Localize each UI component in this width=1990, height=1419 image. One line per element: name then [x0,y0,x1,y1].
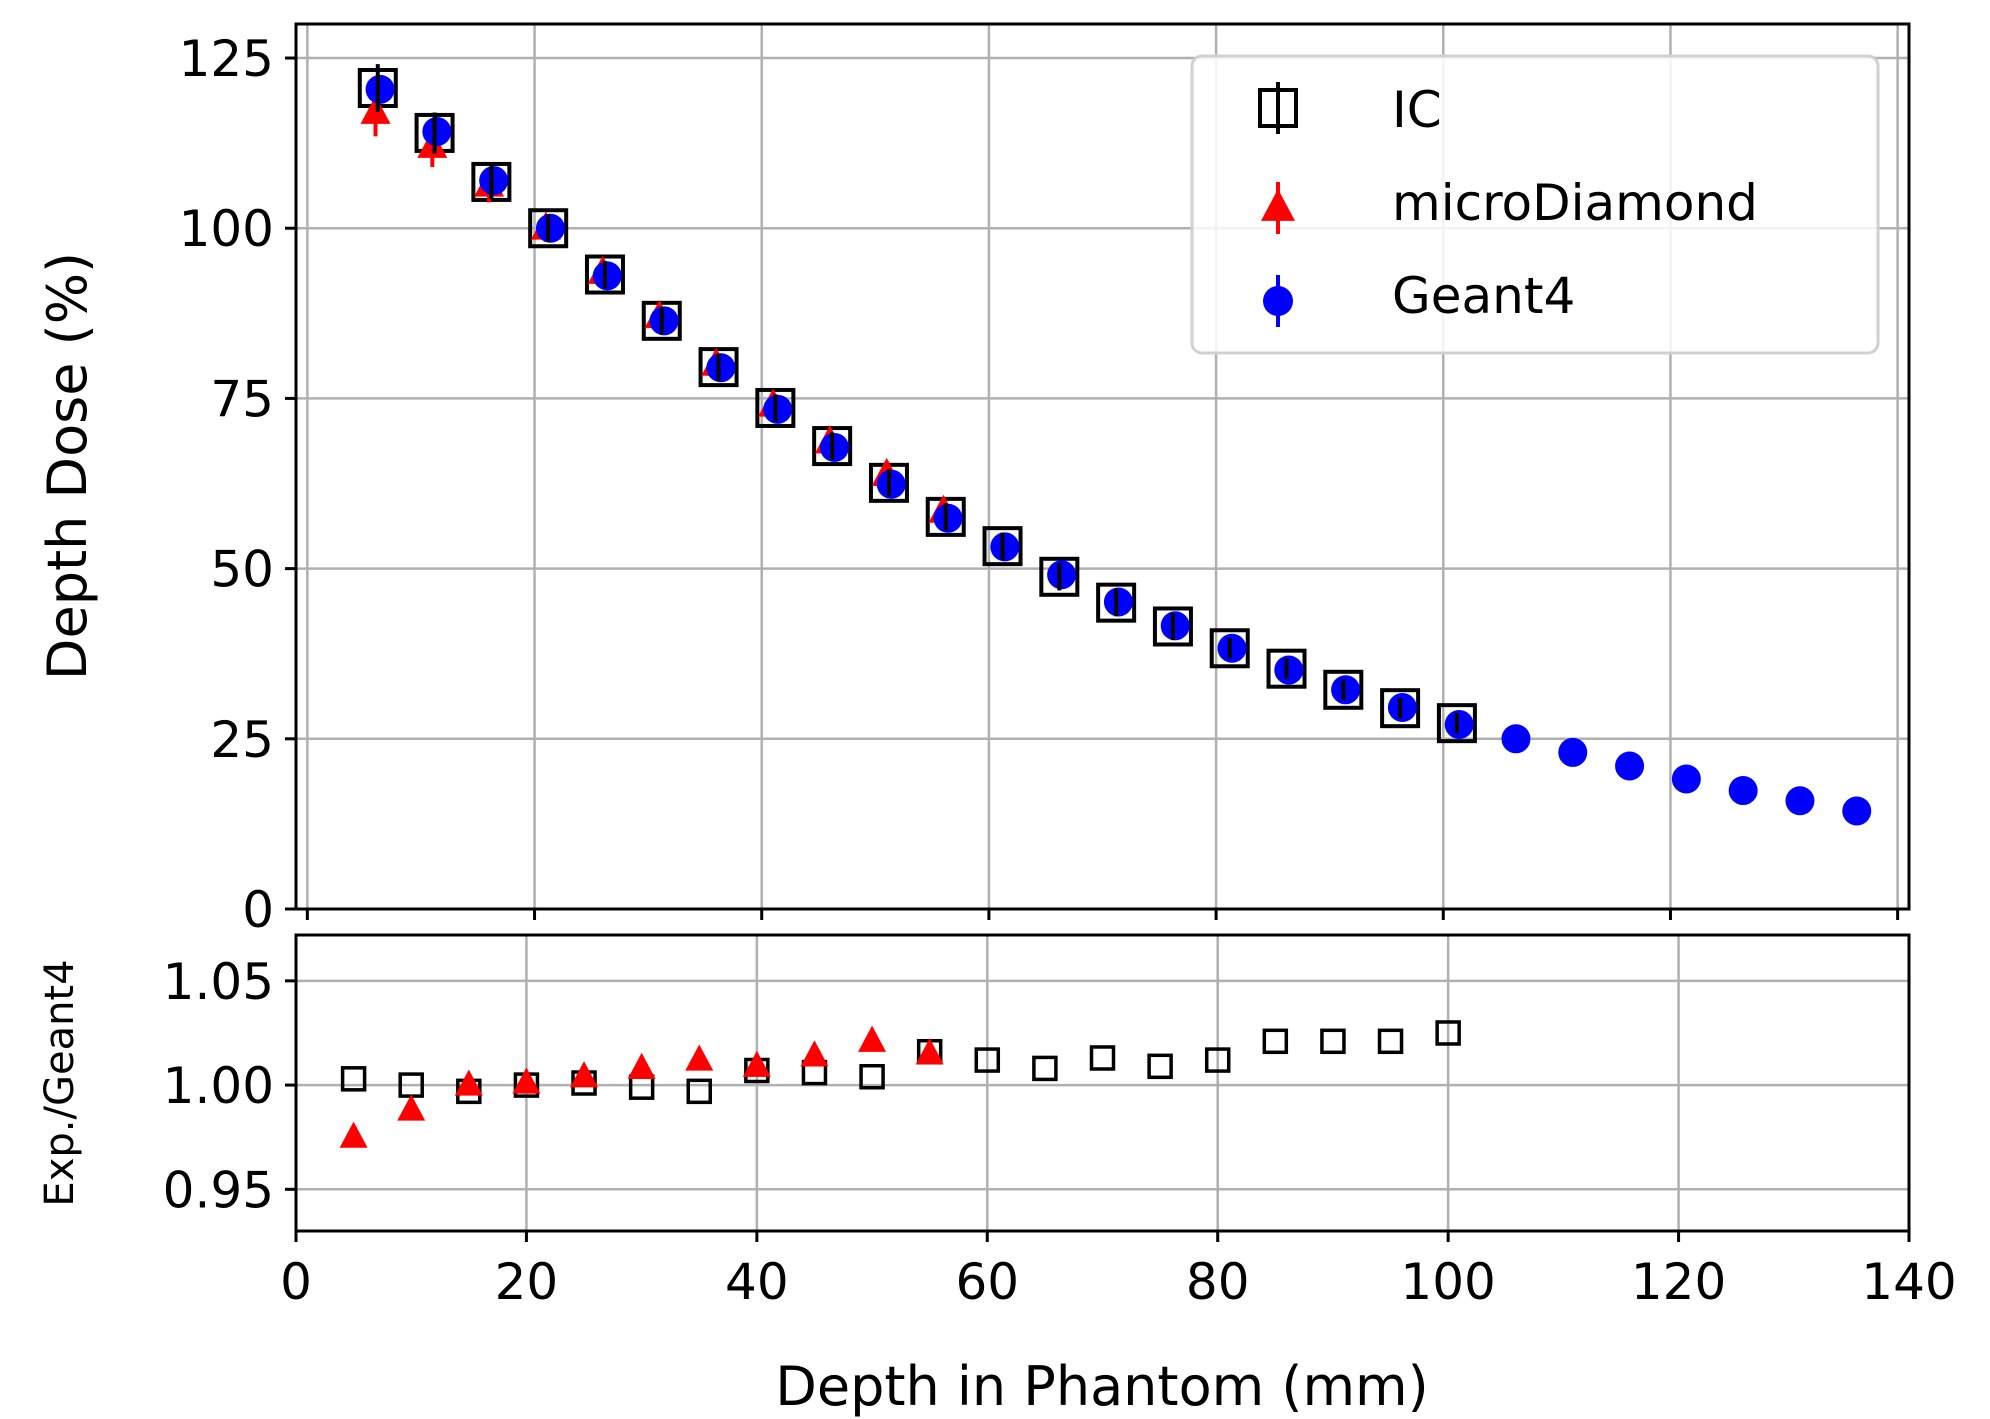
ratio-ic-point-95mm [1377,1028,1404,1055]
ratio-ic-point-90mm [1320,1028,1346,1055]
geant4-point-110mm [1558,737,1588,767]
ratio-microdiamond-point-25mm [570,1061,599,1088]
x-tick-label-80: 80 [1186,1253,1250,1311]
legend-label-ic: IC [1392,81,1442,139]
x-tick-label-0: 0 [280,1253,312,1311]
legend-label-geant4: Geant4 [1392,267,1575,325]
bottom-y-tick-label-0-95: 0.95 [163,1161,274,1219]
top-marks [357,64,1872,826]
top-ticks: 0 25 50 75 100 125 [179,30,1900,939]
legend: IC microDiamond Geant4 [1190,54,1880,355]
geant4-point-120mm [1671,764,1701,794]
top-plot-frame [294,22,1911,911]
top-y-tick-label-100: 100 [179,200,274,258]
top-panel: 0 25 50 75 100 125 Depth Dose (%) [36,22,1911,939]
x-tick-label-100: 100 [1400,1253,1495,1311]
ratio-ic-point-85mm [1262,1028,1289,1055]
x-tick-label-20: 20 [495,1253,559,1311]
ratio-microdiamond-point-5mm [339,1121,368,1148]
top-y-axis-title: Depth Dose (%) [36,252,99,680]
bottom-marks [339,1020,1461,1148]
legend-marker-geant4 [1263,275,1293,327]
ratio-ic-point-60mm [974,1047,1001,1073]
ratio-microdiamond-point-15mm [454,1069,483,1096]
ratio-microdiamond-point-35mm [685,1044,714,1071]
bottom-y-tick-label-1-00: 1.00 [163,1057,274,1115]
legend-marker-microdiamond [1261,182,1295,234]
ratio-ic-point-75mm [1147,1053,1173,1080]
ic-point-100mm [1436,703,1477,744]
ic-point-40mm [755,387,796,428]
ic-point-20mm [528,208,569,249]
ic-point-30mm [641,300,682,341]
ic-point-90mm [1323,669,1364,710]
x-tick-label-40: 40 [725,1253,789,1311]
ratio-microdiamond-point-45mm [800,1040,829,1067]
bottom-ticks: 0 20 40 60 80 100 120 140 0.95 1.00 1.05 [163,953,1957,1311]
ratio-microdiamond-point-50mm [858,1025,887,1052]
legend-box [1190,54,1880,355]
bottom-plot-frame [294,933,1911,1233]
top-y-tick-label-50: 50 [210,541,274,599]
geant4-point-105mm [1501,724,1531,754]
ratio-microdiamond-point-10mm [397,1094,426,1121]
bottom-y-axis-title: Exp./Geant4 [37,959,83,1206]
ratio-ic-point-5mm [340,1066,367,1092]
ic-point-60mm [982,526,1023,567]
geant4-point-135mm [1842,796,1872,826]
top-y-tick-label-125: 125 [179,30,274,88]
ratio-ic-point-100mm [1435,1020,1461,1046]
ic-point-35mm [698,347,739,388]
ratio-microdiamond-point-40mm [742,1050,771,1077]
geant4-point-125mm [1728,776,1758,806]
ratio-ic-point-50mm [859,1063,885,1090]
ic-point-95mm [1380,688,1421,729]
ic-point-85mm [1266,648,1307,689]
ratio-ic-point-35mm [686,1078,712,1105]
top-y-tick-label-75: 75 [210,370,274,428]
ic-point-15mm [471,161,512,202]
ic-point-55mm [925,496,966,537]
x-tick-label-140: 140 [1861,1253,1956,1311]
bottom-panel: 0 20 40 60 80 100 120 140 0.95 1.00 1.05 Exp./Gean… [37,933,1957,1418]
ic-point-70mm [1096,582,1137,623]
ratio-microdiamond-point-20mm [512,1067,541,1094]
top-y-tick-label-0: 0 [242,881,274,939]
legend-label-microdiamond: microDiamond [1392,174,1758,232]
ratio-microdiamond-point-55mm [915,1038,944,1065]
ratio-ic-point-65mm [1032,1055,1058,1082]
ic-point-25mm [584,254,625,295]
geant4-point-130mm [1785,786,1815,816]
x-tick-label-120: 120 [1631,1253,1726,1311]
ratio-ic-point-80mm [1204,1047,1231,1073]
ratio-microdiamond-point-30mm [627,1052,656,1079]
x-axis-title: Depth in Phantom (mm) [775,1355,1428,1418]
bottom-y-tick-label-1-05: 1.05 [163,953,274,1011]
ratio-ic-point-70mm [1089,1045,1116,1071]
ic-point-75mm [1152,606,1193,647]
ic-point-80mm [1209,628,1250,669]
ic-point-65mm [1039,556,1080,597]
top-y-tick-label-25: 25 [210,711,274,769]
geant4-point-115mm [1615,751,1645,781]
legend-marker-ic [1258,82,1298,134]
x-tick-label-60: 60 [955,1253,1019,1311]
ic-point-45mm [812,426,853,467]
